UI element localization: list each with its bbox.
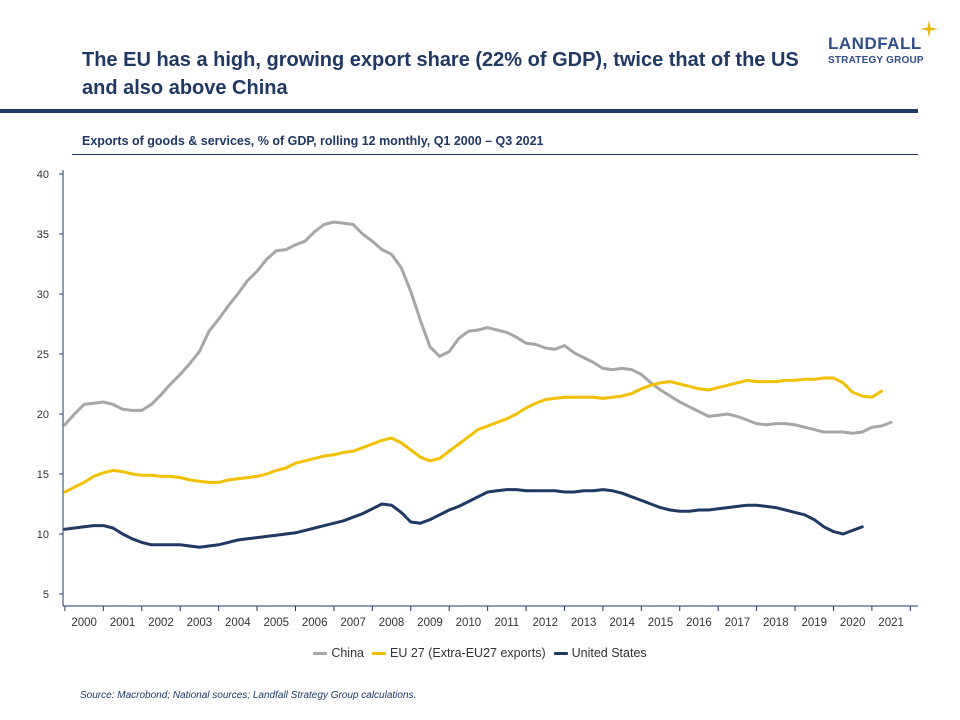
page-headline: The EU has a high, growing export share … (82, 49, 799, 99)
legend-label: China (331, 646, 364, 660)
header-divider (0, 109, 918, 113)
x-tick-label: 2000 (71, 617, 97, 629)
x-tick-label: 2020 (840, 617, 866, 629)
logo-name: LANDFALL (828, 34, 922, 53)
y-tick-label: 20 (37, 409, 49, 421)
legend-swatch (372, 652, 386, 656)
legend-swatch (313, 652, 328, 656)
y-tick-label: 15 (37, 469, 49, 481)
series-line-3 (63, 488, 864, 549)
x-tick-label: 2005 (263, 617, 289, 629)
x-tick-label: 2004 (225, 617, 251, 629)
x-tick-label: 2015 (648, 617, 674, 629)
star-icon (920, 20, 938, 38)
x-tick-label: 2014 (609, 617, 635, 629)
y-tick-label: 35 (37, 229, 49, 241)
y-tick-label: 10 (37, 529, 49, 541)
x-tick-label: 2018 (763, 617, 789, 629)
x-tick-label: 2006 (302, 617, 328, 629)
logo-subtitle: STRATEGY GROUP (828, 55, 924, 66)
series-line-2 (63, 376, 883, 494)
x-tick-label: 2010 (456, 617, 482, 629)
y-tick-label: 30 (37, 289, 49, 301)
chart-title: Exports of goods & services, % of GDP, r… (82, 134, 544, 148)
legend-item: United States (553, 646, 647, 660)
x-tick-label: 2008 (379, 617, 405, 629)
x-tick-label: 2003 (187, 617, 213, 629)
legend-label: United States (571, 646, 647, 660)
x-tick-label: 2012 (532, 617, 558, 629)
chart-title-divider (72, 154, 918, 155)
legend-item: EU 27 (Extra-EU27 exports) (372, 646, 546, 660)
x-tick-label: 2017 (725, 617, 751, 629)
landfall-logo: LANDFALL STRATEGY GROUP (828, 20, 938, 66)
x-tick-label: 2007 (340, 617, 366, 629)
x-tick-label: 2011 (494, 617, 519, 629)
legend-item: China (313, 646, 364, 660)
legend-label: EU 27 (Extra-EU27 exports) (390, 646, 546, 660)
y-tick-label: 25 (37, 349, 49, 361)
x-tick-label: 2021 (878, 617, 904, 629)
x-tick-label: 2001 (110, 617, 136, 629)
chart-legend: China EU 27 (Extra-EU27 exports) United St… (0, 646, 960, 660)
source-note: Source: Macrobond; National sources; Lan… (80, 690, 417, 701)
x-tick-label: 2013 (571, 617, 597, 629)
x-tick-label: 2002 (148, 617, 174, 629)
series-line-1 (63, 220, 893, 435)
x-tick-label: 2016 (686, 617, 712, 629)
y-tick-label: 40 (37, 169, 49, 181)
x-tick-label: 2019 (801, 617, 827, 629)
x-tick-label: 2009 (417, 617, 443, 629)
y-tick-label: 5 (43, 589, 49, 601)
legend-swatch (553, 652, 568, 656)
